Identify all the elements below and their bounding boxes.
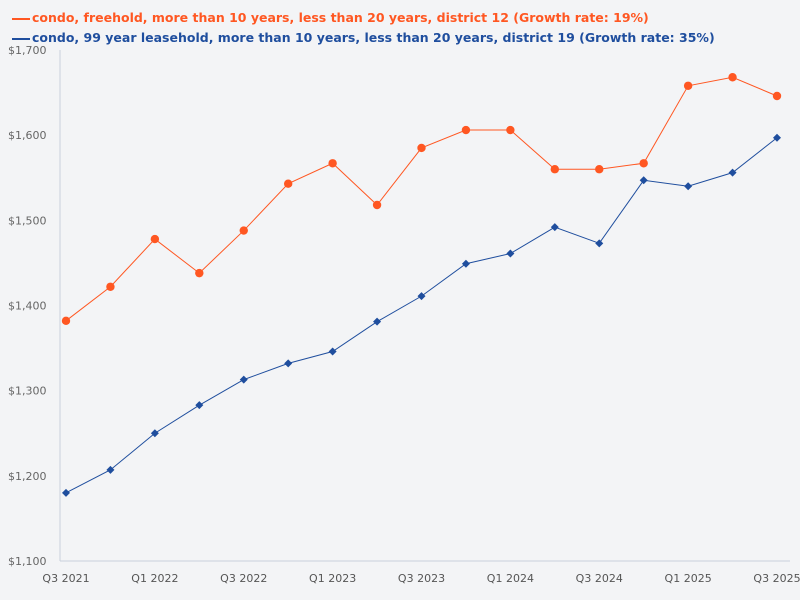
y-tick-label: $1,300	[8, 385, 47, 398]
data-point	[595, 239, 604, 248]
y-tick-label: $1,700	[8, 44, 47, 57]
data-point	[461, 125, 471, 135]
data-point	[106, 465, 115, 474]
y-tick-label: $1,400	[8, 300, 47, 313]
data-point	[595, 165, 604, 174]
legend-item-leasehold[interactable]: condo, 99 year leasehold, more than 10 y…	[12, 30, 715, 45]
series-line-1	[65, 137, 778, 494]
data-point	[62, 488, 70, 497]
y-tick-label: $1,100	[8, 555, 47, 568]
x-tick-label: Q3 2021	[42, 572, 89, 585]
data-point	[773, 133, 781, 142]
data-point	[328, 159, 337, 168]
data-point	[728, 73, 737, 82]
data-point	[506, 125, 515, 135]
data-point	[639, 159, 648, 168]
data-point	[195, 401, 204, 410]
x-tick-label: Q1 2022	[131, 572, 178, 585]
legend-label: condo, freehold, more than 10 years, les…	[32, 10, 649, 25]
data-point	[550, 223, 559, 232]
data-point	[772, 91, 782, 101]
data-point	[195, 268, 204, 278]
x-tick-label: Q3 2022	[220, 572, 267, 585]
series-line-0	[65, 76, 778, 322]
data-point	[239, 226, 248, 235]
y-tick-label: $1,500	[8, 214, 47, 227]
data-point	[506, 249, 515, 258]
x-tick-label: Q1 2023	[309, 572, 356, 585]
x-tick-label: Q3 2025	[753, 572, 800, 585]
data-point	[373, 317, 382, 326]
legend-swatch-circle-icon	[12, 14, 30, 24]
data-point	[150, 234, 160, 244]
data-point	[283, 179, 293, 188]
data-point	[683, 81, 693, 90]
data-point	[684, 182, 693, 191]
legend-item-freehold[interactable]: condo, freehold, more than 10 years, les…	[12, 10, 649, 25]
y-tick-label: $1,600	[8, 129, 47, 142]
data-point	[239, 375, 248, 384]
y-tick-label: $1,200	[8, 470, 47, 483]
data-point	[639, 176, 648, 185]
x-tick-label: Q1 2024	[487, 572, 534, 585]
legend-swatch-diamond-icon	[12, 34, 30, 44]
x-tick-label: Q3 2024	[576, 572, 623, 585]
data-point	[728, 168, 737, 177]
data-point	[61, 316, 71, 326]
x-tick-label: Q1 2025	[665, 572, 712, 585]
data-point	[150, 429, 159, 438]
data-point	[461, 259, 470, 268]
legend-label: condo, 99 year leasehold, more than 10 y…	[32, 30, 715, 45]
data-point	[372, 200, 382, 210]
x-tick-label: Q3 2023	[398, 572, 445, 585]
data-point	[106, 282, 115, 291]
data-point	[550, 165, 560, 174]
data-point	[417, 143, 426, 153]
data-point	[417, 292, 426, 301]
data-point	[284, 359, 293, 368]
data-point	[328, 347, 337, 356]
